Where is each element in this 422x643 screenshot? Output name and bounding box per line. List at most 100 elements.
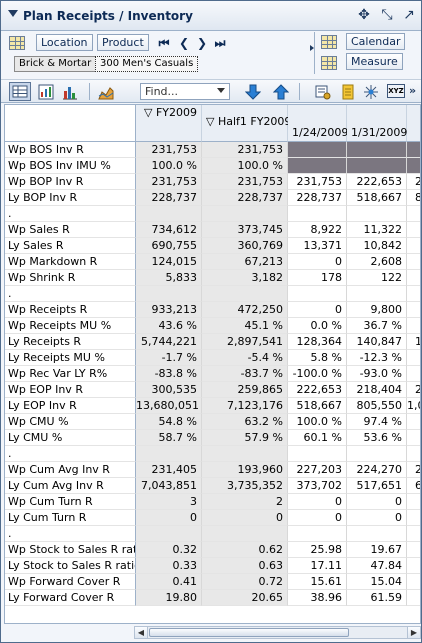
grid-cell[interactable] [407,158,420,174]
row-label[interactable]: Wp Markdown R [5,254,136,270]
grid-cell[interactable]: 0.41 [136,574,202,590]
grid-cell[interactable]: 25.98 [288,542,347,558]
grid-cell[interactable]: 300,535 [136,382,202,398]
grid-cell[interactable]: 5,833 [136,270,202,286]
export-icon[interactable]: XYZ [387,84,405,98]
grid-cell[interactable]: 63.2 % [202,414,288,430]
row-label[interactable]: Wp EOP Inv R [5,382,136,398]
grid-cell[interactable]: 6 [407,478,420,494]
grid-cell[interactable]: 227,203 [288,462,347,478]
row-label[interactable]: Ly Cum Avg Inv R [5,478,136,494]
calendar-button[interactable]: Calendar [346,33,406,50]
grid-cell[interactable]: 3 [136,494,202,510]
grid-cell[interactable]: 5.8 % [288,350,347,366]
grid-cell[interactable] [347,158,407,174]
row-label[interactable]: Ly Receipts MU % [5,350,136,366]
column-header[interactable]: ▽ FY2009 [136,105,202,142]
grid-cell[interactable]: 2,608 [347,254,407,270]
move-icon[interactable]: ✥ [358,7,370,23]
scroll-left-icon[interactable]: ◀ [135,627,148,638]
grid-cell[interactable]: 0.63 [202,558,288,574]
column-header[interactable]: 1/24/2009 [288,105,348,142]
row-label[interactable]: Ly CMU % [5,430,136,446]
row-label[interactable]: Wp Forward Cover R [5,574,136,590]
grid-cell[interactable]: 17.11 [288,558,347,574]
grid-cell[interactable]: 9,800 [347,302,407,318]
grid-cell[interactable]: 222,653 [288,382,347,398]
grid-cell[interactable]: 60.1 % [288,430,347,446]
column-header[interactable]: 1/31/2009 [347,105,407,142]
grid-cell[interactable] [407,510,420,526]
resize-icon[interactable]: ⤡ [381,7,393,23]
measure-grid-icon[interactable] [321,56,337,70]
row-label[interactable]: Wp Rec Var LY R% [5,366,136,382]
row-label[interactable]: Wp BOP Inv R [5,174,136,190]
row-label[interactable]: Wp Stock to Sales R ratio [5,542,136,558]
grid-cell[interactable]: 36.7 % [347,318,407,334]
grid-cell[interactable]: 373,702 [288,478,347,494]
grid-cell[interactable]: 518,667 [347,190,407,206]
grid-cell[interactable]: 0.0 % [288,318,347,334]
grid-cell[interactable] [407,254,420,270]
column-header[interactable] [407,105,420,142]
grid-cell[interactable]: 43.6 % [136,318,202,334]
row-label[interactable]: Wp BOS Inv R [5,142,136,158]
grid-cell[interactable]: 58.7 % [136,430,202,446]
grid-cell[interactable]: -100.0 % [288,366,347,382]
row-label[interactable]: Wp Sales R [5,222,136,238]
grid-cell[interactable] [347,142,407,158]
find-previous-icon[interactable] [272,84,290,100]
grid-cell[interactable]: 1,0 [407,398,420,414]
grid-cell[interactable]: -12.3 % [347,350,407,366]
grid-cell[interactable]: 57.9 % [202,430,288,446]
row-label[interactable]: Ly Cum Turn R [5,510,136,526]
grid-cell[interactable]: 100.0 % [136,158,202,174]
grid-cell[interactable]: 3,182 [202,270,288,286]
next-icon[interactable]: ❯ [196,36,208,50]
product-value[interactable]: 300 Men's Casuals [95,56,199,72]
grid-cell[interactable]: 231,753 [202,174,288,190]
grid-cell[interactable]: 228,737 [136,190,202,206]
grid-cell[interactable] [407,222,420,238]
grid-cell[interactable]: 7,043,851 [136,478,202,494]
grid-cell[interactable]: 0 [288,494,347,510]
grid-cell[interactable] [407,414,420,430]
grid-cell[interactable]: -5.4 % [202,350,288,366]
measure-button[interactable]: Measure [346,53,403,70]
grid-cell[interactable] [407,590,420,606]
grid-cell[interactable]: 0 [347,494,407,510]
grid-cell[interactable]: 2 [202,494,288,510]
column-header[interactable]: ▽ Half1 FY2009 [202,105,291,142]
grid-cell[interactable]: 0 [288,302,347,318]
grid-cell[interactable]: 259,865 [202,382,288,398]
row-label[interactable]: Wp BOS Inv IMU % [5,158,136,174]
grid-cell[interactable] [407,574,420,590]
grid-cell[interactable]: 67,213 [202,254,288,270]
product-button[interactable]: Product [97,34,149,51]
grid-cell[interactable] [407,542,420,558]
find-dropdown-icon[interactable] [217,88,225,93]
grid-cell[interactable]: 5,744,221 [136,334,202,350]
grid-cell[interactable] [407,302,420,318]
chart-table-icon[interactable] [38,84,54,100]
dimension-grid-icon[interactable] [9,36,25,50]
row-label[interactable]: Wp Cum Turn R [5,494,136,510]
grid-cell[interactable]: 38.96 [288,590,347,606]
grid-cell[interactable] [407,366,420,382]
grid-cell[interactable]: 8,922 [288,222,347,238]
scroll-right-icon[interactable]: ▶ [407,627,420,638]
grid-cell[interactable] [407,270,420,286]
last-icon[interactable]: ⏭ [214,36,226,50]
grid-cell[interactable]: 178 [288,270,347,286]
grid-cell[interactable]: 45.1 % [202,318,288,334]
grid-cell[interactable]: 100.0 % [288,414,347,430]
note-icon[interactable] [340,84,356,100]
grid-cell[interactable]: 2 [407,174,420,190]
grid-cell[interactable]: 13,680,051 [136,398,202,414]
grid-cell[interactable]: 0.33 [136,558,202,574]
grid-cell[interactable]: 228,737 [202,190,288,206]
find-next-icon[interactable] [244,84,262,100]
grid-cell[interactable]: 2 [407,382,420,398]
grid-cell[interactable]: 0 [202,510,288,526]
grid-cell[interactable]: 0.72 [202,574,288,590]
